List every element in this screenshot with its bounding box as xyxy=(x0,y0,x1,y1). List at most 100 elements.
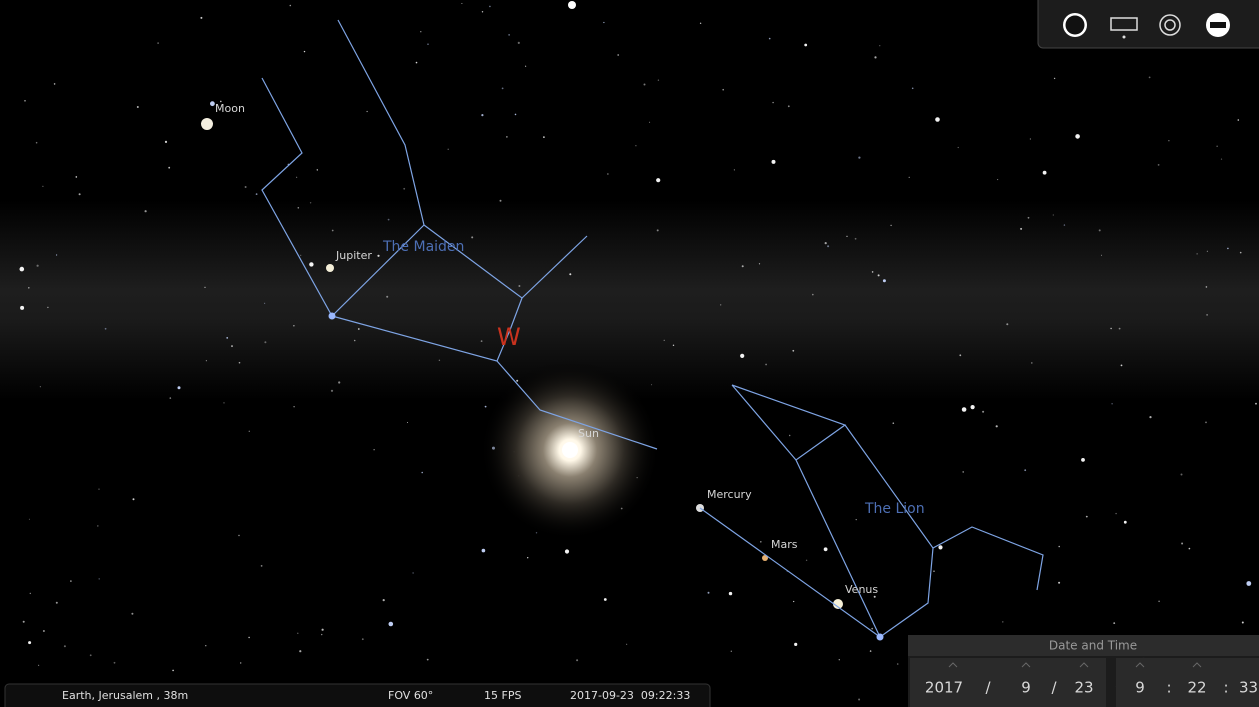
star xyxy=(651,384,652,385)
star xyxy=(649,122,650,123)
star xyxy=(765,364,767,366)
constellation-label: The Lion xyxy=(864,501,925,517)
object-label: Mars xyxy=(771,538,798,551)
star xyxy=(858,699,860,701)
star xyxy=(54,83,56,85)
star xyxy=(1189,548,1191,550)
second[interactable]: 33 xyxy=(1239,679,1258,697)
star xyxy=(205,645,206,646)
star xyxy=(617,54,619,56)
star xyxy=(664,340,665,341)
star xyxy=(527,557,528,558)
star xyxy=(43,630,45,632)
star xyxy=(321,634,322,635)
star xyxy=(772,160,776,164)
star xyxy=(518,285,520,287)
star xyxy=(427,44,428,45)
star xyxy=(1064,224,1065,225)
star xyxy=(256,193,258,195)
star xyxy=(377,255,379,257)
star xyxy=(933,571,934,572)
star xyxy=(427,659,429,661)
star xyxy=(388,219,390,221)
star xyxy=(1206,314,1208,316)
minute[interactable]: 22 xyxy=(1187,679,1206,697)
star xyxy=(1240,252,1242,254)
star xyxy=(206,360,207,361)
star xyxy=(38,665,39,666)
star xyxy=(626,644,627,645)
star xyxy=(64,645,66,647)
star xyxy=(1002,621,1003,622)
star xyxy=(374,449,375,450)
star xyxy=(856,519,857,520)
star xyxy=(1030,139,1031,140)
hour[interactable]: 9 xyxy=(1135,679,1145,697)
star xyxy=(1246,581,1251,586)
star xyxy=(310,202,311,203)
object-label: Venus xyxy=(845,583,878,596)
star xyxy=(812,294,814,296)
location: Earth, Jerusalem , 38m xyxy=(62,689,188,702)
star xyxy=(482,11,483,12)
star xyxy=(168,167,170,169)
datetime: 2017-09-23 09:22:33 xyxy=(570,689,690,702)
star xyxy=(386,296,388,298)
star xyxy=(481,340,483,342)
star xyxy=(482,549,486,553)
star xyxy=(879,45,880,46)
star xyxy=(839,659,840,660)
star xyxy=(412,572,413,573)
star xyxy=(603,22,604,23)
star xyxy=(420,31,421,32)
star xyxy=(1221,159,1222,160)
panel-title: Date and Time xyxy=(1049,639,1137,653)
star xyxy=(827,245,829,247)
star xyxy=(506,136,507,137)
toolbar-icon xyxy=(1123,36,1126,39)
star xyxy=(300,255,301,256)
star xyxy=(485,406,487,408)
star xyxy=(1158,164,1160,166)
star xyxy=(20,306,24,310)
star xyxy=(996,425,998,427)
constellation-label: The Maiden xyxy=(382,239,464,255)
month[interactable]: 9 xyxy=(1021,679,1031,697)
star xyxy=(1206,286,1208,288)
star xyxy=(403,188,405,190)
star xyxy=(226,337,228,339)
star xyxy=(1058,582,1060,584)
star xyxy=(508,34,509,35)
star xyxy=(793,601,794,602)
star xyxy=(1111,403,1112,404)
star xyxy=(105,328,107,330)
star xyxy=(912,88,914,90)
year[interactable]: 2017 xyxy=(925,679,963,697)
separator: : xyxy=(1223,679,1228,697)
star xyxy=(304,51,305,52)
star xyxy=(515,114,517,116)
star xyxy=(40,386,41,387)
star xyxy=(657,229,659,231)
star xyxy=(37,265,39,267)
star xyxy=(245,186,247,188)
star xyxy=(99,578,100,579)
star xyxy=(938,545,942,549)
star xyxy=(157,42,158,43)
star xyxy=(178,386,181,389)
star xyxy=(97,525,99,527)
star xyxy=(389,622,394,627)
star xyxy=(824,547,828,551)
star xyxy=(1242,622,1244,624)
separator: : xyxy=(1166,679,1171,697)
star xyxy=(742,265,744,267)
star xyxy=(1207,251,1208,252)
star xyxy=(700,23,701,24)
star xyxy=(332,230,334,232)
day[interactable]: 23 xyxy=(1074,679,1093,697)
star xyxy=(36,142,38,144)
star xyxy=(439,360,440,361)
star xyxy=(874,596,876,598)
star xyxy=(855,238,857,240)
star xyxy=(47,307,48,308)
